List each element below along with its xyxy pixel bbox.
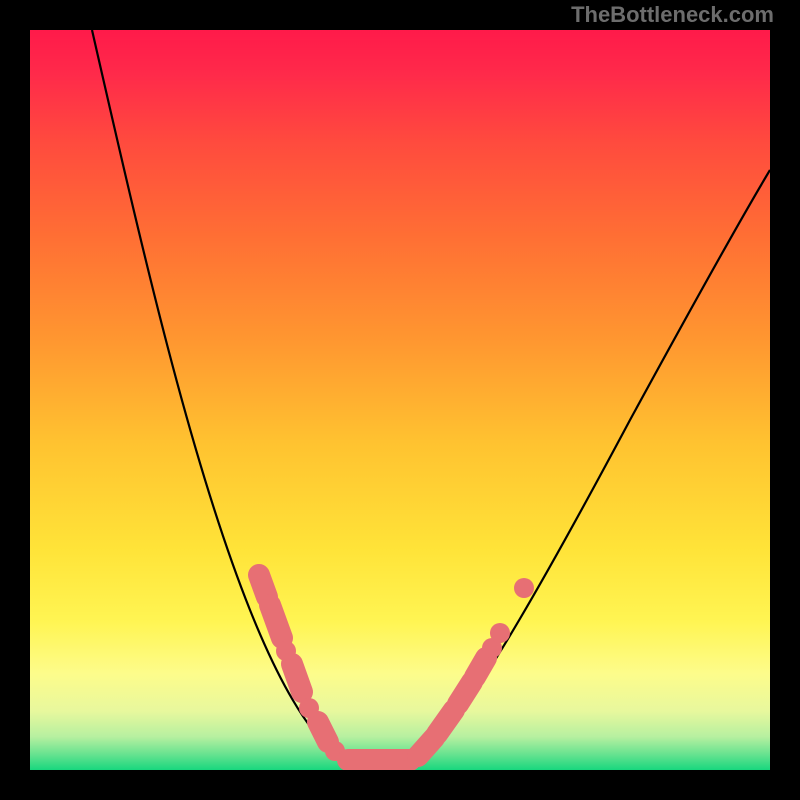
marker-dot [299,698,319,718]
bottleneck-curve [92,30,770,762]
bottleneck-curve-svg [30,30,770,770]
marker-capsule [475,658,486,677]
marker-capsule [437,710,454,734]
marker-capsule [270,605,282,638]
marker-capsule [292,664,302,692]
marker-capsule [318,722,328,742]
watermark-text: TheBottleneck.com [571,2,774,28]
marker-layer [259,575,534,761]
plot-area [30,30,770,770]
marker-capsule [259,575,267,597]
marker-dot [514,578,534,598]
marker-dot [276,641,296,661]
marker-dot [490,623,510,643]
